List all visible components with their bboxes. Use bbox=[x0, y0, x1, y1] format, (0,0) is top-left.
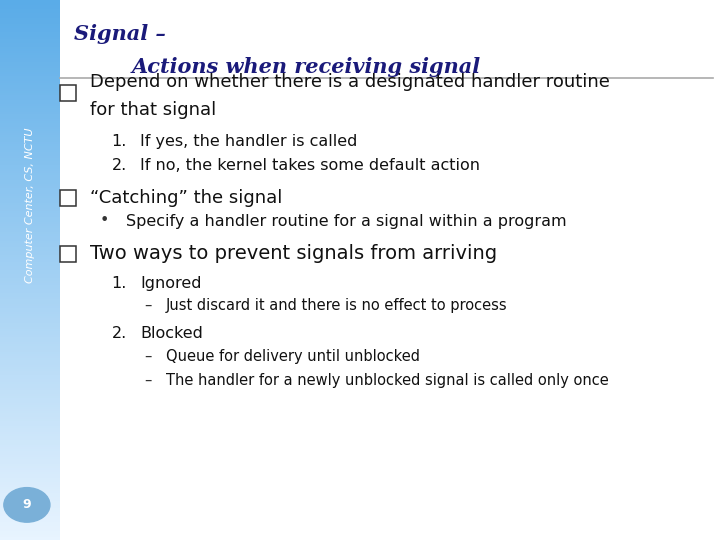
Text: The handler for a newly unblocked signal is called only once: The handler for a newly unblocked signal… bbox=[166, 373, 608, 388]
Text: 9: 9 bbox=[22, 498, 31, 511]
Text: 2.: 2. bbox=[112, 326, 127, 341]
Text: •: • bbox=[99, 213, 109, 228]
Text: If no, the kernel takes some default action: If no, the kernel takes some default act… bbox=[140, 158, 480, 173]
Text: Computer Center, CS, NCTU: Computer Center, CS, NCTU bbox=[25, 127, 35, 283]
Text: Depend on whether there is a designated handler routine: Depend on whether there is a designated … bbox=[90, 73, 610, 91]
Text: Ignored: Ignored bbox=[140, 276, 202, 291]
Text: Specify a handler routine for a signal within a program: Specify a handler routine for a signal w… bbox=[126, 214, 567, 230]
Text: Just discard it and there is no effect to process: Just discard it and there is no effect t… bbox=[166, 298, 507, 313]
Text: –: – bbox=[144, 298, 151, 313]
Text: 1.: 1. bbox=[112, 276, 127, 291]
Circle shape bbox=[4, 488, 50, 522]
Text: Two ways to prevent signals from arriving: Two ways to prevent signals from arrivin… bbox=[90, 244, 497, 264]
Bar bbox=[60, 246, 76, 262]
Bar bbox=[60, 85, 76, 101]
Text: –: – bbox=[144, 373, 151, 388]
Text: Blocked: Blocked bbox=[140, 326, 203, 341]
Text: 2.: 2. bbox=[112, 158, 127, 173]
Text: –: – bbox=[144, 349, 151, 364]
Bar bbox=[60, 190, 76, 206]
Text: If yes, the handler is called: If yes, the handler is called bbox=[140, 134, 358, 149]
Text: Actions when receiving signal: Actions when receiving signal bbox=[132, 57, 481, 77]
Text: for that signal: for that signal bbox=[90, 101, 216, 119]
Text: Signal –: Signal – bbox=[74, 24, 166, 44]
Text: 1.: 1. bbox=[112, 134, 127, 149]
Text: Queue for delivery until unblocked: Queue for delivery until unblocked bbox=[166, 349, 420, 364]
Text: “Catching” the signal: “Catching” the signal bbox=[90, 188, 282, 207]
